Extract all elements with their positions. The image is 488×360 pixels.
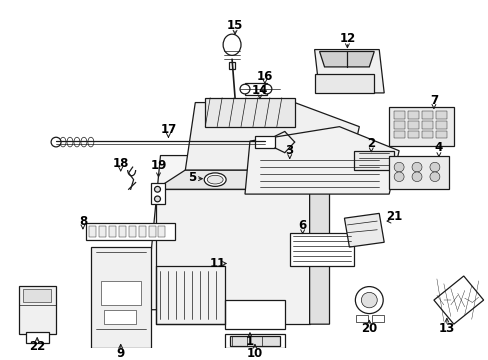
- Bar: [435, 121, 446, 129]
- Text: 8: 8: [79, 215, 87, 228]
- Bar: [435, 111, 446, 119]
- Text: 4: 4: [434, 141, 442, 154]
- Bar: [148, 226, 155, 238]
- Bar: [421, 121, 432, 129]
- Polygon shape: [314, 74, 373, 93]
- Polygon shape: [150, 183, 165, 204]
- Polygon shape: [224, 334, 284, 348]
- Ellipse shape: [207, 175, 223, 184]
- Polygon shape: [145, 156, 324, 310]
- Circle shape: [411, 172, 421, 181]
- Bar: [393, 131, 404, 138]
- Bar: [86, 223, 175, 240]
- Bar: [101, 281, 141, 305]
- Circle shape: [355, 287, 383, 314]
- Text: 6: 6: [298, 219, 306, 233]
- Circle shape: [51, 137, 61, 147]
- Polygon shape: [224, 300, 284, 329]
- Text: 11: 11: [210, 257, 226, 270]
- Circle shape: [429, 162, 439, 172]
- Polygon shape: [228, 62, 235, 69]
- Text: 3: 3: [285, 144, 293, 157]
- Polygon shape: [254, 136, 274, 148]
- Ellipse shape: [204, 173, 225, 186]
- Ellipse shape: [223, 34, 241, 55]
- Polygon shape: [26, 332, 49, 343]
- Text: 18: 18: [112, 157, 129, 170]
- Bar: [407, 131, 418, 138]
- Polygon shape: [155, 189, 309, 324]
- Text: 5: 5: [188, 171, 196, 184]
- Text: 19: 19: [150, 159, 166, 172]
- Polygon shape: [319, 51, 373, 67]
- Polygon shape: [244, 127, 398, 194]
- Bar: [89, 226, 96, 238]
- Text: 2: 2: [366, 138, 375, 150]
- Bar: [244, 83, 266, 95]
- Circle shape: [411, 162, 421, 172]
- Bar: [103, 310, 135, 324]
- Circle shape: [154, 186, 160, 192]
- Text: 17: 17: [160, 123, 176, 136]
- Text: 21: 21: [385, 210, 402, 223]
- Circle shape: [361, 292, 376, 308]
- Bar: [421, 111, 432, 119]
- Circle shape: [240, 84, 249, 94]
- Text: 20: 20: [361, 323, 377, 336]
- Circle shape: [429, 172, 439, 181]
- Circle shape: [393, 162, 403, 172]
- Polygon shape: [354, 151, 393, 170]
- Polygon shape: [433, 276, 483, 324]
- Bar: [158, 226, 165, 238]
- Text: 16: 16: [256, 70, 272, 83]
- Text: 9: 9: [116, 347, 124, 360]
- Bar: [393, 111, 404, 119]
- Bar: [108, 226, 116, 238]
- Bar: [356, 315, 367, 322]
- Bar: [393, 121, 404, 129]
- Bar: [23, 288, 51, 302]
- Polygon shape: [388, 107, 453, 146]
- Bar: [407, 111, 418, 119]
- Circle shape: [393, 172, 403, 181]
- Text: 14: 14: [251, 84, 267, 96]
- Bar: [128, 226, 135, 238]
- Bar: [99, 226, 105, 238]
- Text: 13: 13: [438, 323, 454, 336]
- Bar: [421, 131, 432, 138]
- Bar: [289, 233, 354, 266]
- Polygon shape: [314, 50, 384, 93]
- Bar: [435, 131, 446, 138]
- Bar: [371, 315, 384, 322]
- Polygon shape: [309, 170, 329, 324]
- Text: 12: 12: [339, 32, 355, 45]
- Polygon shape: [91, 247, 150, 348]
- Circle shape: [154, 196, 160, 202]
- Text: 22: 22: [29, 340, 45, 353]
- Polygon shape: [230, 336, 279, 346]
- Polygon shape: [205, 98, 294, 127]
- Polygon shape: [185, 103, 359, 170]
- Circle shape: [262, 84, 271, 94]
- Bar: [138, 226, 145, 238]
- Polygon shape: [344, 213, 384, 247]
- Text: 1: 1: [245, 335, 253, 348]
- Polygon shape: [155, 170, 329, 189]
- Text: 7: 7: [429, 94, 437, 107]
- Bar: [407, 121, 418, 129]
- Polygon shape: [388, 156, 448, 189]
- Text: 15: 15: [226, 19, 243, 32]
- Bar: [119, 226, 125, 238]
- Text: 10: 10: [246, 347, 263, 360]
- Polygon shape: [19, 285, 56, 334]
